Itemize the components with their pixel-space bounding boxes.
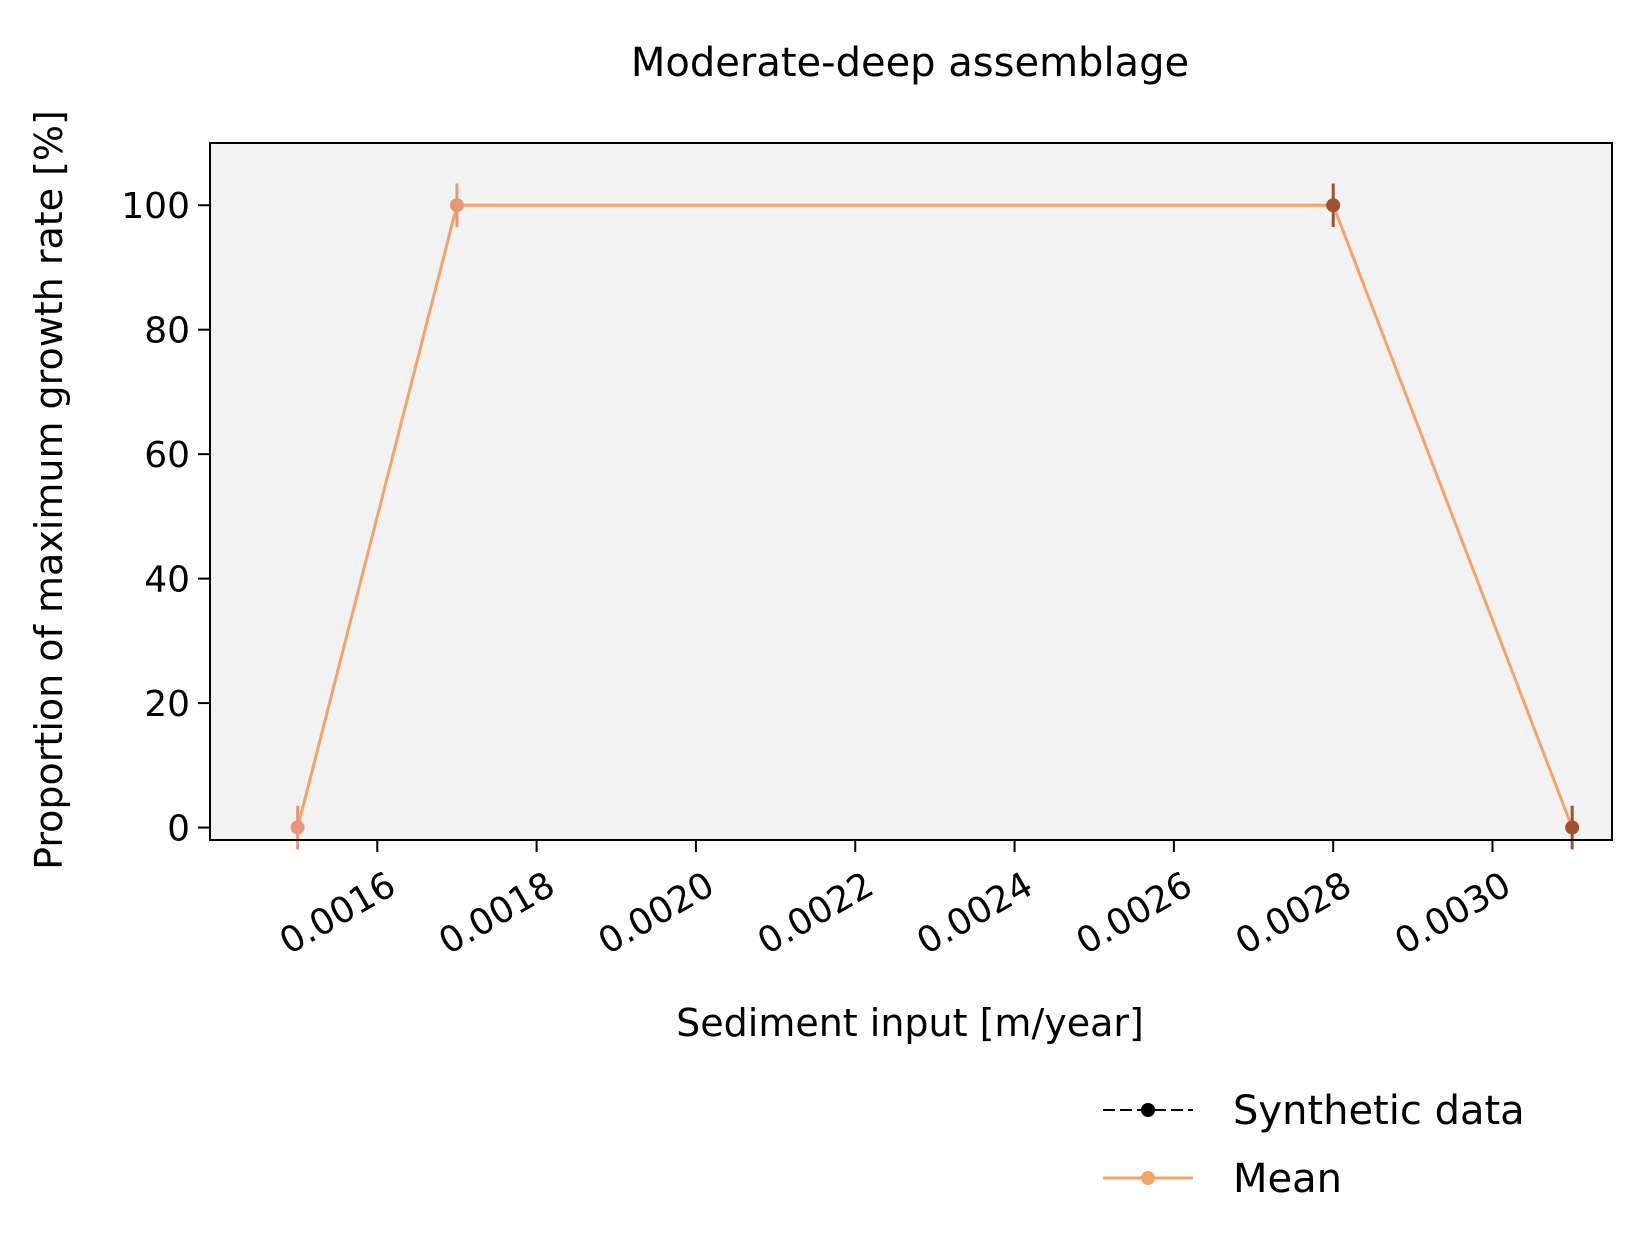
chart-title: Moderate-deep assemblage (631, 40, 1189, 86)
x-tick-label: 0.0022 (751, 864, 881, 962)
x-tick-label: 0.0016 (273, 864, 403, 962)
x-tick-label: 0.0030 (1388, 864, 1518, 962)
y-tick-label: 80 (144, 311, 190, 352)
legend: Synthetic data Mean (1103, 1088, 1525, 1202)
legend-marker-mean (1141, 1171, 1155, 1185)
x-tick-label: 0.0028 (1229, 864, 1359, 962)
legend-label-mean: Mean (1233, 1156, 1342, 1202)
x-tick-label: 0.0024 (910, 864, 1040, 962)
series-line-mean (296, 203, 1574, 829)
series-layer (290, 183, 1580, 850)
x-tick-label: 0.0026 (1070, 864, 1200, 962)
legend-marker-synthetic-data (1141, 1103, 1155, 1117)
y-tick-label: 40 (144, 560, 190, 601)
data-point (1565, 820, 1580, 835)
x-tick-label: 0.0020 (592, 864, 722, 962)
plot-area (210, 143, 1612, 840)
y-tick-label: 0 (167, 809, 190, 850)
y-axis-label: Proportion of maximum growth rate [%] (27, 110, 71, 870)
y-tick-label: 20 (144, 684, 190, 725)
y-tick-label: 60 (144, 435, 190, 476)
x-tick-label: 0.0018 (432, 864, 562, 962)
legend-label-synthetic-data: Synthetic data (1233, 1088, 1525, 1134)
data-point (449, 198, 464, 213)
y-tick-label: 100 (121, 186, 190, 227)
plot-frame (209, 142, 1613, 841)
data-point (290, 820, 305, 835)
data-point (1326, 198, 1341, 213)
x-axis: 0.0016 0.0018 0.0020 0.0022 0.0024 0.0026 0.00… (273, 840, 1518, 963)
y-axis: 0 20 40 60 80 100 (121, 186, 210, 850)
x-axis-label: Sediment input [m/year] (676, 1001, 1144, 1045)
